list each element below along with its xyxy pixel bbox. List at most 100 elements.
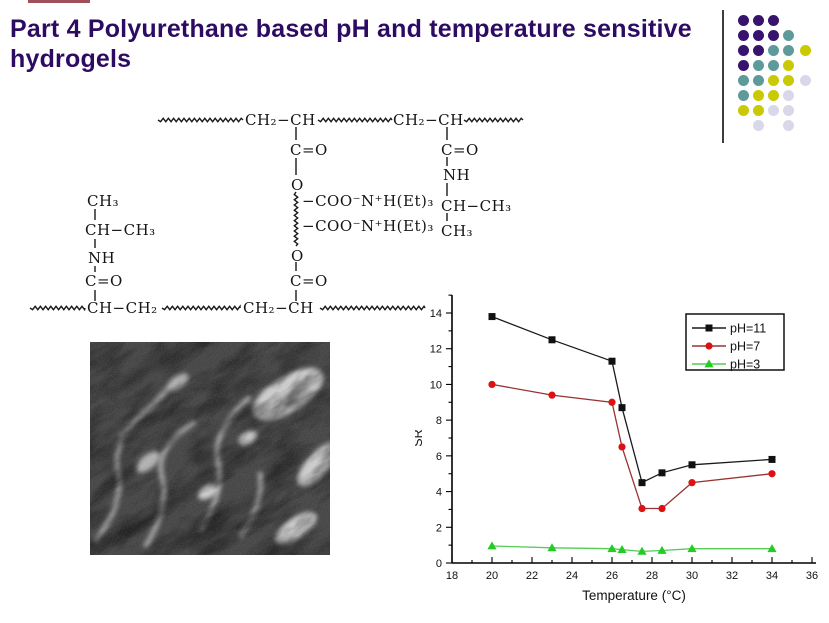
decorative-dot [782, 104, 794, 116]
formula-label: CH−CH₃ [85, 221, 156, 239]
formula-label: O [291, 247, 304, 265]
series-pH=11 [488, 313, 776, 487]
x-tick-label: 34 [766, 570, 778, 582]
decorative-dot [737, 14, 749, 26]
decorative-dot [737, 74, 749, 86]
decorative-dot [752, 74, 764, 86]
data-point [608, 398, 616, 406]
dot-grid-decoration [700, 0, 829, 145]
data-point [547, 543, 557, 552]
slide-title: Part 4 Polyurethane based pH and tempera… [10, 15, 692, 73]
data-point [618, 443, 626, 451]
y-tick-label: 12 [430, 344, 442, 356]
data-point [658, 469, 666, 477]
decorative-dot [782, 59, 794, 71]
data-point [688, 479, 696, 487]
data-point [618, 404, 626, 412]
formula-label: CH₂−CH [243, 299, 314, 317]
data-point [608, 357, 616, 365]
data-point [487, 541, 497, 550]
decorative-dot [767, 44, 779, 56]
x-tick-label: 30 [686, 570, 698, 582]
data-point [638, 504, 646, 513]
data-point [687, 544, 697, 553]
x-tick-label: 32 [726, 570, 738, 582]
formula-label: −COO⁻N⁺H(Et)₃ [302, 217, 434, 235]
decorative-dot [767, 104, 779, 116]
x-tick-label: 36 [806, 570, 818, 582]
decorative-dot [752, 104, 764, 116]
y-tick-label: 6 [436, 451, 442, 463]
data-point [637, 546, 647, 555]
x-axis-label: Temperature (°C) [582, 588, 686, 603]
data-point [688, 461, 696, 469]
decorative-dot [752, 44, 764, 56]
data-point [768, 455, 776, 463]
y-axis-label: SR [415, 429, 425, 446]
chart-legend: pH=11 pH=7 pH=3 [685, 313, 785, 372]
data-point [768, 470, 776, 478]
x-tick-label: 22 [526, 570, 538, 582]
y-tick-label: 4 [436, 487, 442, 499]
decorative-dot [767, 59, 779, 71]
decorative-dot [782, 89, 794, 101]
decorative-dot [767, 74, 779, 86]
y-tick-label: 2 [436, 522, 442, 534]
legend-label: pH=7 [730, 340, 760, 354]
data-point [488, 313, 496, 321]
decorative-dot [782, 119, 794, 131]
x-tick-label: 26 [606, 570, 618, 582]
data-point [705, 324, 713, 332]
formula-label: NH [443, 166, 471, 184]
formula-label: CH₃ [87, 192, 120, 210]
scan-artifact [28, 0, 90, 3]
data-point [548, 336, 556, 344]
x-tick-label: 24 [566, 570, 578, 582]
sem-micrograph-image [90, 342, 330, 555]
x-tick-label: 18 [446, 570, 458, 582]
decorative-dot [737, 59, 749, 71]
formula-label: CH−CH₃ [441, 197, 512, 215]
formula-label: C=O [290, 272, 328, 290]
decorative-dot [752, 14, 764, 26]
formula-label: C=O [85, 272, 123, 290]
decorative-dot [752, 29, 764, 41]
y-tick-label: 0 [436, 558, 442, 570]
structure-bonds [29, 117, 524, 312]
chart-axes [451, 295, 816, 564]
formula-label: NH [88, 249, 116, 267]
decorative-dot [737, 89, 749, 101]
decorative-dot [799, 74, 811, 86]
decorative-dot [737, 29, 749, 41]
decorative-dot [752, 119, 764, 131]
data-point [548, 391, 556, 399]
decorative-dot [752, 59, 764, 71]
series-pH=3 [487, 541, 777, 555]
data-point [658, 504, 666, 513]
formula-label: CH₂−CH [393, 111, 464, 129]
formula-label: C=O [441, 141, 479, 159]
x-tick-label: 20 [486, 570, 498, 582]
decorative-dot [767, 29, 779, 41]
formula-label: CH₃ [441, 222, 474, 240]
formula-label: CH−CH₂ [87, 299, 158, 317]
data-point [488, 380, 496, 389]
sr-vs-temperature-chart: 18 20 22 24 26 28 30 32 34 3602468101214Temperatu… [415, 294, 818, 603]
data-point [704, 359, 714, 368]
data-point [705, 342, 713, 350]
formula-label: O [291, 176, 304, 194]
data-point [638, 479, 646, 487]
decorative-dot [767, 89, 779, 101]
x-tick-label: 28 [646, 570, 658, 582]
decorative-dot [782, 74, 794, 86]
y-tick-label: 14 [430, 308, 442, 320]
formula-label: CH₂−CH [245, 111, 316, 129]
data-point [657, 545, 667, 554]
data-point [767, 544, 777, 553]
data-point [617, 545, 627, 554]
decorative-dot [799, 44, 811, 56]
decorative-dot [752, 89, 764, 101]
y-tick-label: 10 [430, 379, 442, 391]
formula-label: C=O [290, 141, 328, 159]
